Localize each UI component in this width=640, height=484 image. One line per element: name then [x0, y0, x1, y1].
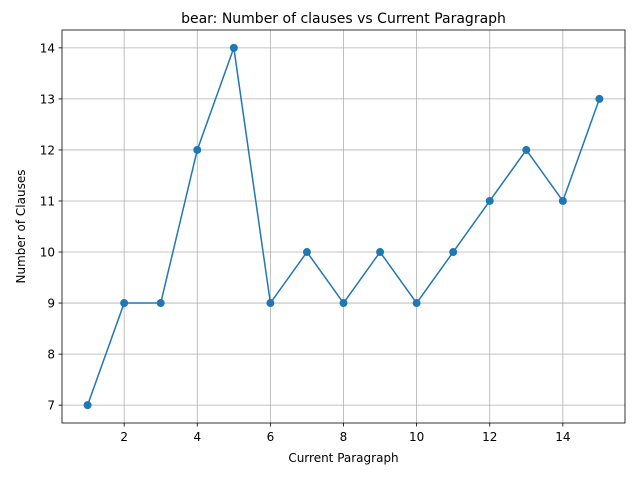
data-point [522, 145, 531, 154]
x-axis-label: Current Paragraph [288, 451, 398, 465]
y-axis-label: Number of Clauses [14, 170, 28, 284]
x-axis-ticks: 2 4 6 8 10 12 14 [120, 423, 570, 444]
data-point [266, 299, 275, 308]
data-point [193, 145, 202, 154]
y-tick-label: 7 [47, 399, 55, 413]
data-point [156, 299, 165, 308]
data-point [595, 94, 604, 103]
x-tick-label: 6 [267, 430, 275, 444]
x-tick-label: 4 [193, 430, 201, 444]
y-tick-label: 11 [40, 194, 55, 208]
data-point [449, 248, 458, 257]
y-tick-label: 13 [40, 92, 55, 106]
x-tick-label: 12 [482, 430, 497, 444]
y-tick-label: 10 [40, 246, 55, 260]
y-axis-ticks: 7 8 9 10 11 12 13 14 [40, 41, 62, 413]
data-point [485, 196, 494, 205]
grid-lines [62, 30, 625, 423]
y-tick-label: 8 [47, 348, 55, 362]
x-tick-label: 8 [340, 430, 348, 444]
y-tick-label: 9 [47, 297, 55, 311]
y-tick-label: 14 [40, 41, 55, 55]
data-point [412, 299, 421, 308]
data-point [229, 43, 238, 52]
series-layer [83, 43, 604, 410]
y-tick-label: 12 [40, 143, 55, 157]
data-point [558, 196, 567, 205]
x-tick-label: 14 [555, 430, 570, 444]
data-point [83, 401, 92, 410]
x-tick-label: 2 [120, 430, 128, 444]
data-point [376, 248, 385, 257]
data-point [339, 299, 348, 308]
data-point [302, 248, 311, 257]
chart-title: bear: Number of clauses vs Current Parag… [181, 11, 506, 27]
x-tick-label: 10 [409, 430, 424, 444]
data-point [120, 299, 129, 308]
